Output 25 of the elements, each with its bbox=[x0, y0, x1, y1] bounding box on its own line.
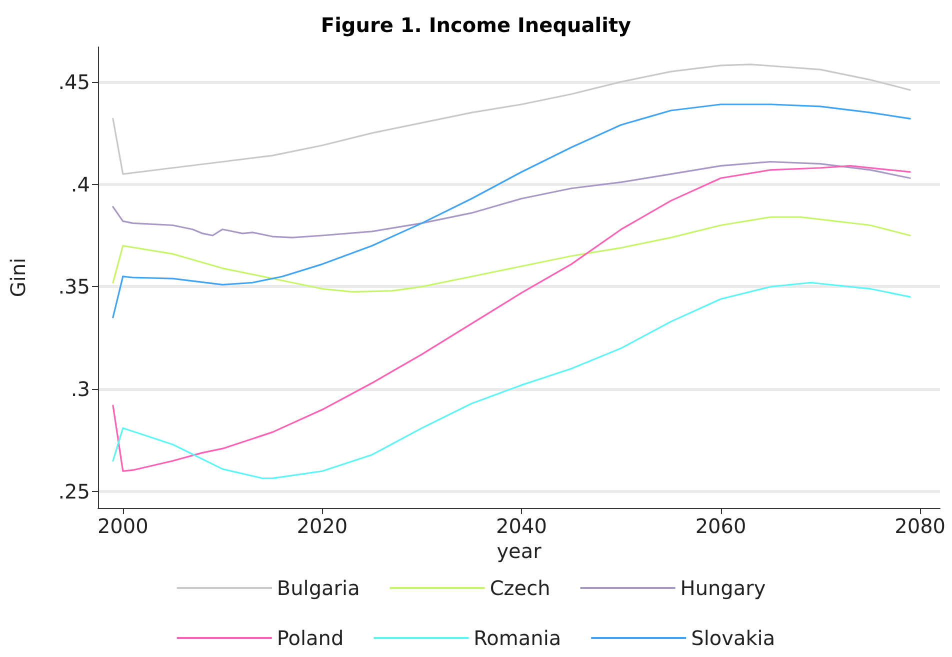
legend-label: Slovakia bbox=[691, 626, 776, 650]
legend-label: Bulgaria bbox=[276, 576, 360, 600]
x-tick-label: 2020 bbox=[296, 514, 348, 538]
legend-label: Poland bbox=[276, 626, 344, 650]
y-axis-title: Gini bbox=[6, 258, 30, 298]
legend-label: Romania bbox=[474, 626, 562, 650]
x-axis-title: year bbox=[496, 538, 542, 563]
line-series bbox=[112, 160, 911, 238]
line-series bbox=[112, 165, 911, 472]
line-series bbox=[112, 104, 911, 318]
legend-label: Czech bbox=[490, 576, 550, 600]
line-series bbox=[112, 216, 911, 293]
line-series bbox=[112, 64, 911, 175]
x-tick-label: 2080 bbox=[894, 514, 946, 538]
y-tick-label: .25 bbox=[58, 480, 90, 504]
y-tick-label: .3 bbox=[70, 377, 90, 402]
y-tick-label: .4 bbox=[70, 172, 90, 196]
legend-label: Hungary bbox=[680, 576, 766, 600]
x-tick-label: 2060 bbox=[695, 514, 746, 538]
y-tick-label: .45 bbox=[58, 70, 90, 94]
chart-title: Figure 1. Income Inequality bbox=[320, 13, 632, 37]
x-tick-label: 2040 bbox=[496, 514, 547, 538]
y-tick-label: .35 bbox=[58, 274, 90, 299]
line-series bbox=[112, 282, 911, 480]
x-tick-label: 2000 bbox=[97, 514, 148, 538]
